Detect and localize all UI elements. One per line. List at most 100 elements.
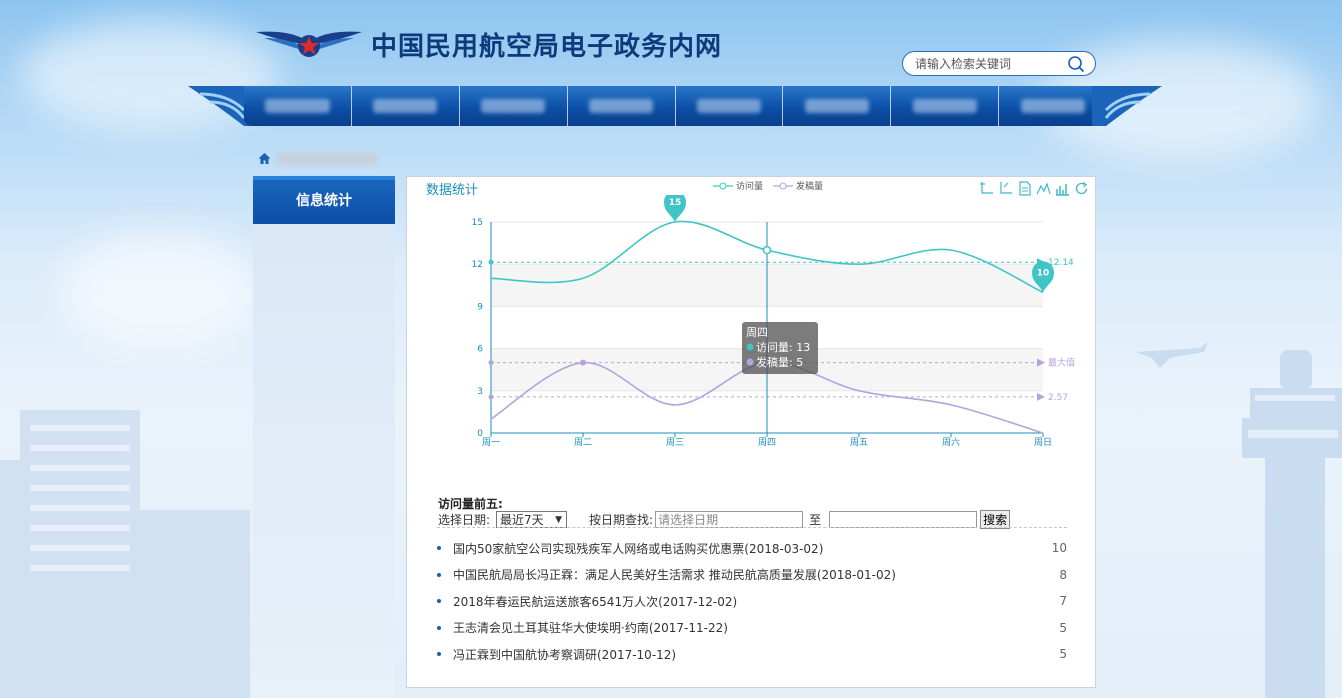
nav-item[interactable] [352,86,460,126]
legend-item-posts[interactable]: 发稿量 [773,179,823,192]
panel-title: 数据统计 [426,183,479,198]
mark-line-start [488,360,494,366]
mark-point-pin [1032,261,1054,293]
bar-chart-icon[interactable] [1055,181,1070,196]
sidebar-item-statistics[interactable]: 信息统计 [253,176,395,224]
site-title: 中国民用航空局电子政务内网 [371,32,723,62]
y-tick-label: 15 [472,218,483,228]
date-from-input[interactable] [655,511,804,528]
list-item-title[interactable]: 中国民航局局长冯正霖：满足人民美好生活需求 推动民航高质量发展(2018-01-… [453,568,896,583]
bullet-icon [437,572,441,577]
y-tick-label: 6 [477,345,483,355]
chart-legend: 访问量 发稿量 [713,179,833,192]
date-filter: 选择日期: 最近7天 ▼ 按日期查找: 至 搜索 [438,510,1011,529]
list-item-count: 5 [1059,647,1067,662]
nav-item[interactable] [244,86,352,126]
nav-item-label [481,99,546,113]
bullet-icon [437,625,441,630]
list-item: 2018年春运民航运送旅客6541万人次(2017-12-02) 7 [437,588,1067,615]
date-to-input[interactable] [829,511,978,528]
dropdown-arrow-icon: ▼ [555,514,563,525]
y-tick-label: 0 [477,429,483,439]
mark-line-start [488,394,494,400]
x-tick-label: 周日 [1034,437,1052,448]
tooltip-dot [746,343,754,351]
y-tick-label: 3 [477,387,483,397]
zoom-icon[interactable] [979,181,994,196]
list-item-title[interactable]: 王志清会见土耳其驻华大使埃明·约南(2017-11-22) [453,621,728,636]
mark-line-arrow [1037,392,1045,401]
bullet-icon [437,652,441,657]
legend-label: 发稿量 [796,182,824,192]
list-item-title[interactable]: 2018年春运民航运送旅客6541万人次(2017-12-02) [453,594,738,609]
nav-item[interactable] [568,86,676,126]
list-item-count: 5 [1059,620,1067,635]
list-item: 王志清会见土耳其驻华大使埃明·约南(2017-11-22) 5 [437,615,1067,642]
mark-line-label: 2.57 [1048,393,1068,403]
nav-item[interactable] [999,86,1106,126]
nav-item[interactable] [676,86,784,126]
mark-point-label: 10 [1037,268,1050,278]
nav-wing-right [1092,86,1162,126]
list-item: 中国民航局局长冯正霖：满足人民美好生活需求 推动民航高质量发展(2018-01-… [437,562,1067,589]
list-item: 冯正霖到中国航协考察调研(2017-10-12) 5 [437,641,1067,668]
list-item-title[interactable]: 国内50家航空公司实现残疾军人网络或电话购买优惠票(2018-03-02) [453,541,824,556]
mark-line-label: 12.14 [1048,258,1074,268]
nav-item-label [589,99,654,113]
nav-item-label [1020,99,1085,113]
list-item-count: 7 [1059,594,1067,609]
home-icon[interactable] [258,152,271,165]
zoom-reset-icon[interactable] [998,181,1013,196]
nav-bar [244,86,1106,126]
search-input[interactable] [915,55,1065,73]
select-value: 最近7天 [500,513,544,527]
nav-wing-left [188,86,258,126]
statistics-panel: 数据统计 访问量 发稿量 0 3 6 9 12 15 周一 周二 周三 周四 周五 周六 周日 12.14… [406,176,1096,688]
caac-logo [256,31,362,57]
x-tick-label: 周六 [942,436,960,448]
nav-item-label [912,99,977,113]
legend-line-icon [773,182,794,189]
y-tick-label: 9 [477,302,483,312]
search-icon[interactable] [1067,55,1085,73]
nav-item-label [804,99,869,113]
breadcrumb-path[interactable] [277,152,377,165]
tooltip-box [742,322,818,374]
to-label: 至 [809,513,822,527]
divider [437,527,1067,528]
data-view-icon[interactable] [1017,181,1032,196]
refresh-icon[interactable] [1074,181,1089,196]
date-range-select[interactable]: 最近7天 ▼ [496,511,568,528]
x-tick-label: 周四 [758,437,776,448]
chart-toolbox [975,181,1089,196]
highlighted-point [762,245,772,255]
nav-item-label [373,99,438,113]
mark-line-start [488,259,494,265]
nav-item-label [265,99,330,113]
x-tick-label: 周二 [574,437,592,448]
list-item: 国内50家航空公司实现残疾军人网络或电话购买优惠票(2018-03-02) 10 [437,535,1067,562]
line-chart-icon[interactable] [1036,181,1051,196]
list-item-count: 8 [1059,567,1067,582]
nav-item[interactable] [891,86,1000,126]
legend-item-visits[interactable]: 访问量 [713,179,763,192]
nav-item[interactable] [783,86,892,126]
tooltip-row: 访问量: 13 [756,341,810,354]
bullet-icon [437,599,441,604]
tooltip-dot [746,358,754,366]
list-item-title[interactable]: 冯正霖到中国航协考察调研(2017-10-12) [453,647,677,662]
main-nav [188,86,1162,126]
building-illustration [0,410,250,698]
bullet-icon [437,546,441,551]
nav-item[interactable] [460,86,568,126]
tooltip-title: 周四 [746,326,768,339]
mark-point-pin [664,195,686,222]
list-item-count: 10 [1051,541,1067,556]
search-box [902,51,1096,76]
tooltip-row: 发稿量: 5 [756,355,803,369]
mark-line-label: 最大值 [1048,357,1075,369]
mark-line-arrow [1037,358,1045,367]
search-button[interactable]: 搜索 [980,510,1011,529]
sidebar: 信息统计 [253,176,395,698]
